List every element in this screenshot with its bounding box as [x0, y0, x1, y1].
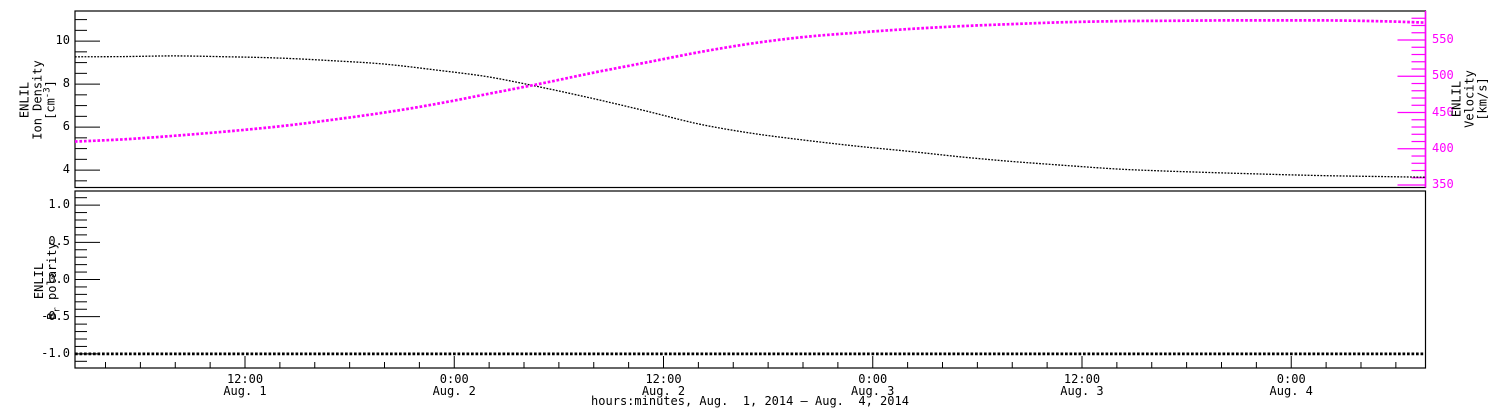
y-tick-label: 10	[55, 33, 70, 48]
br-polarity-frame	[74, 190, 1427, 369]
x-tick-time: 0:00	[858, 372, 888, 386]
x-tick-date: Aug. 1	[223, 384, 267, 398]
density-velocity-right-axis-title: ENLIL Velocity [km/s]	[1450, 70, 1490, 128]
br-polarity-y-ticks	[75, 197, 100, 362]
right-y-tick-label: 350	[1432, 177, 1454, 192]
x-tick-date: Aug. 4	[1269, 384, 1313, 398]
x-tick-date: Aug. 3	[1060, 384, 1104, 398]
density-velocity-y-ticks	[75, 19, 100, 182]
x-tick-date: Aug. 2	[432, 384, 476, 398]
density-velocity-right-axis	[1397, 11, 1427, 188]
x-tick-date: Aug. 2	[641, 384, 686, 398]
y-tick-label: -1.0	[41, 345, 70, 360]
y-tick-label: 0.5	[48, 234, 70, 249]
axis-title-line: Br polarity	[45, 242, 63, 320]
x-tick-time: 0:00	[439, 372, 469, 386]
right-y-tick-label: 450	[1432, 104, 1454, 119]
x-axis-ticks	[105, 356, 1397, 368]
x-tick-time: 12:00	[1063, 372, 1101, 386]
y-tick-label: 0.0	[48, 271, 70, 286]
x-axis-label: hours:minutes, Aug. 1, 2014 — Aug. 4, 20…	[591, 394, 909, 408]
ion-density-series	[74, 55, 1426, 178]
x-tick-time: 0:00	[1276, 372, 1306, 386]
y-tick-label: -0.5	[41, 308, 70, 323]
x-tick-date: Aug. 3	[851, 384, 895, 398]
x-tick-time: 12:00	[226, 372, 264, 386]
x-tick-time: 12:00	[645, 372, 682, 386]
y-tick-label: 4	[62, 162, 70, 177]
density-velocity-frame	[74, 10, 1427, 189]
y-tick-label: 6	[62, 119, 70, 134]
br-polarity-left-axis-title: ENLIL Br polarity	[32, 242, 63, 320]
velocity-series	[74, 19, 1426, 143]
right-y-tick-label: 550	[1432, 32, 1454, 46]
right-y-tick-label: 500	[1432, 68, 1454, 83]
y-tick-label: 1.0	[48, 197, 70, 212]
axis-title-line: [cm-3]	[42, 80, 58, 120]
axis-title-line: [km/s]	[1475, 77, 1490, 121]
density-velocity-left-axis-title: ENLIL Ion Density [cm-3]	[18, 60, 58, 139]
right-y-tick-label: 400	[1432, 140, 1454, 155]
y-tick-label: 8	[62, 76, 70, 91]
